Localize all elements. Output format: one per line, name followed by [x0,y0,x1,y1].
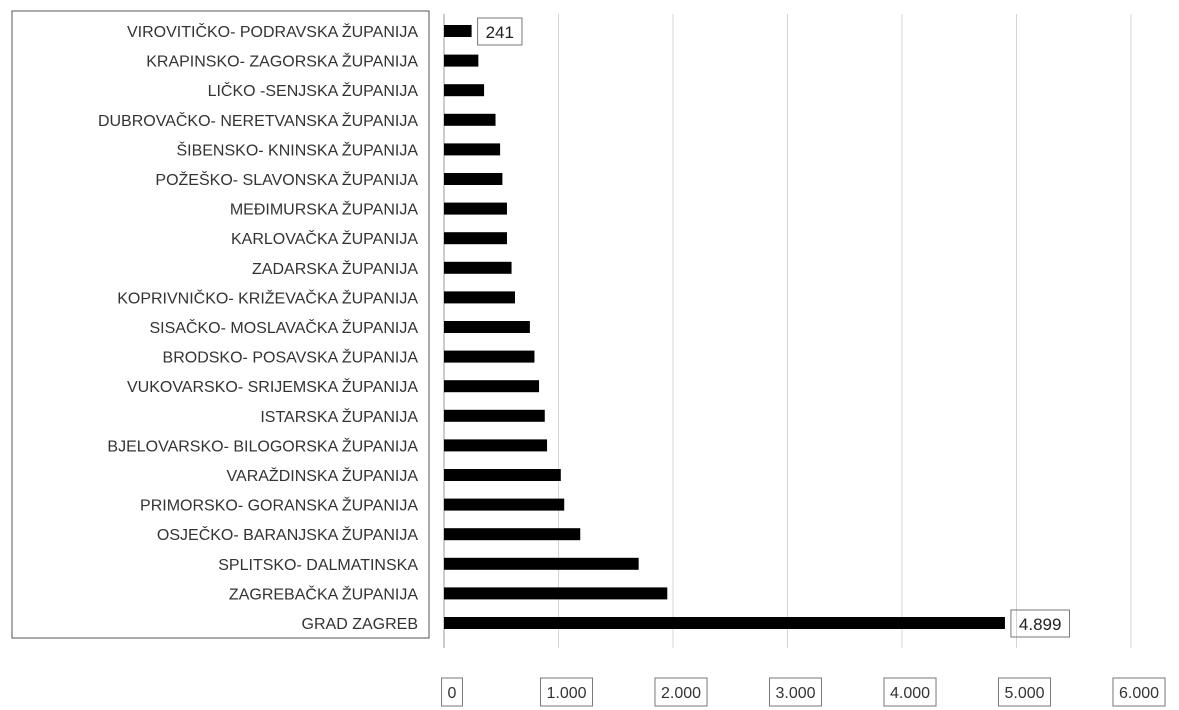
x-tick-label: 4.000 [890,685,930,702]
category-labels: VIROVITIČKO- PODRAVSKA ŽUPANIJA KRAPINSKO… [98,22,418,633]
x-tick: 0 [441,677,463,707]
bar [444,380,540,393]
data-label-text: 4.899 [1019,615,1062,634]
category-label: KRAPINSKO- ZAGORSKA ŽUPANIJA [146,52,418,71]
data-label-text: 241 [486,23,514,42]
bar [444,173,503,185]
grid-lines [443,14,1132,648]
bar [444,54,479,67]
bars [444,25,1005,629]
data-label-box [1010,609,1070,638]
x-tick: 5.000 [997,677,1052,707]
bar [444,617,1005,629]
category-label: KARLOVAČKA ŽUPANIJA [231,229,418,248]
bar [444,202,507,215]
bar [444,232,507,245]
category-label: POŽEŠKO- SLAVONSKA ŽUPANIJA [155,170,418,189]
category-label: MEĐIMURSKA ŽUPANIJA [230,200,419,219]
x-tick: 4.000 [883,677,937,707]
x-tick-label: 5.000 [1004,685,1044,702]
x-tick-label: 1.000 [546,685,586,702]
bar [444,587,668,600]
category-label: ŠIBENSKO- KNINSKA ŽUPANIJA [176,140,418,159]
bar [444,113,496,126]
category-label: BJELOVARSKO- BILOGORSKA ŽUPANIJA [107,436,418,455]
bar [444,409,545,422]
x-tick-box [768,677,823,707]
category-label: LIČKO -SENJSKA ŽUPANIJA [208,81,419,100]
x-tick: 3.000 [768,677,823,707]
category-label: ZADARSKA ŽUPANIJA [252,259,418,278]
x-tick: 2.000 [654,677,708,707]
bar [444,350,535,363]
data-labels: 241 4.899 [477,17,1070,638]
category-label: ISTARSKA ŽUPANIJA [260,407,418,426]
category-label: SISAČKO- MOSLAVAČKA ŽUPANIJA [149,318,418,337]
bar [444,557,639,570]
bar [444,439,548,452]
bar [444,321,530,333]
x-tick: 1.000 [539,677,594,707]
x-tick-box [997,677,1052,707]
bar [444,25,472,37]
data-label: 241 [477,17,523,46]
bar [444,528,581,541]
category-label-box [11,10,430,639]
category-label: ZAGREBAČKA ŽUPANIJA [229,584,418,603]
x-tick-box [1112,677,1166,707]
bar [444,469,561,481]
category-label: VUKOVARSKO- SRIJEMSKA ŽUPANIJA [127,377,418,396]
category-label: DUBROVAČKO- NERETVANSKA ŽUPANIJA [98,111,418,130]
x-tick-label: 0 [448,685,457,702]
x-tick-label: 2.000 [661,685,701,702]
category-label: KOPRIVNIČKO- KRIŽEVAČKA ŽUPANIJA [117,288,418,307]
category-label: PRIMORSKO- GORANSKA ŽUPANIJA [140,496,418,515]
data-label: 4.899 [1010,609,1070,638]
bar [444,261,512,274]
category-label: OSJEČKO- BARANJSKA ŽUPANIJA [157,525,418,544]
category-label: VARAŽDINSKA ŽUPANIJA [227,466,419,485]
category-label: VIROVITIČKO- PODRAVSKA ŽUPANIJA [127,22,418,41]
category-label: SPLITSKO- DALMATINSKA [218,557,418,574]
category-label: BRODSKO- POSAVSKA ŽUPANIJA [163,348,419,367]
x-tick-box [654,677,708,707]
x-tick-box [883,677,937,707]
x-tick-box [539,677,594,707]
x-tick-label: 6.000 [1119,685,1159,702]
x-tick: 6.000 [1112,677,1166,707]
category-label: GRAD ZAGREB [302,616,418,633]
bar [444,143,501,156]
x-tick-box [441,677,463,707]
bar [444,291,515,304]
bar [444,498,565,511]
bar [444,84,485,97]
x-tick-label: 3.000 [775,685,815,702]
data-label-box [477,17,523,46]
x-axis-ticks: 0 1.000 2.000 3.000 4.000 5.000 6.000 [441,677,1166,707]
